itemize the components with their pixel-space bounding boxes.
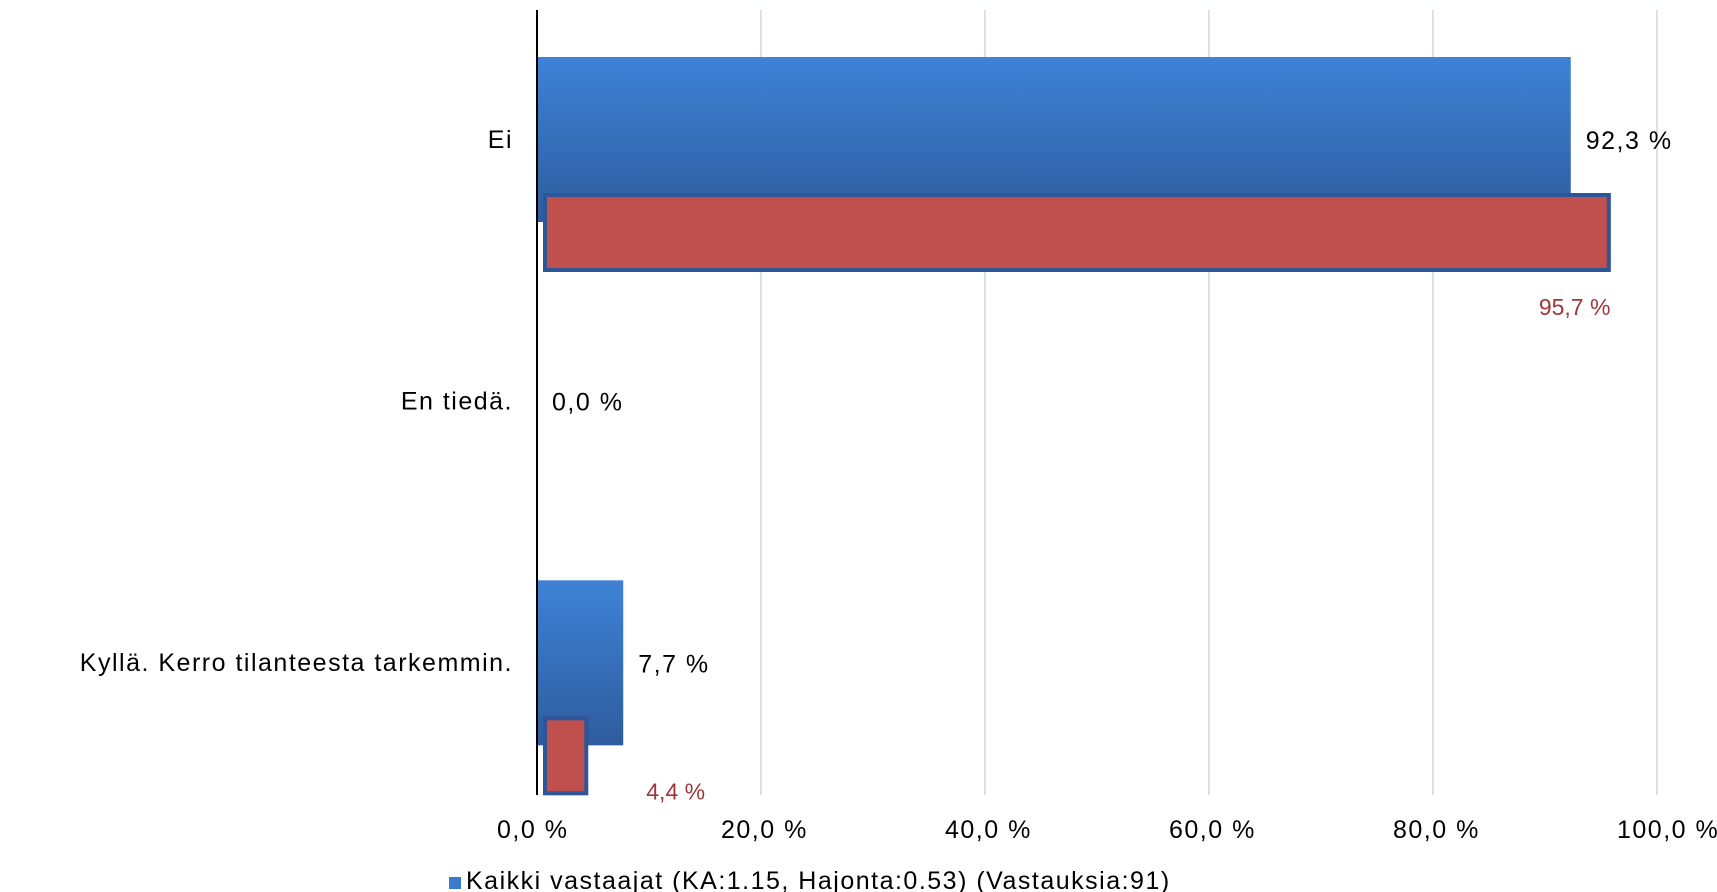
value-label-series-0-1: 0,0 %	[552, 389, 623, 417]
x-tick-labels: 0,0 % 20,0 % 40,0 % 60,0 % 80,0 % 100,0 %	[497, 816, 1717, 844]
x-tick-label-1: 20,0 %	[721, 816, 808, 844]
bars	[538, 57, 1611, 796]
legend: Kaikki vastaajat (KA:1.15, Hajonta:0.53)…	[449, 867, 1171, 892]
x-tick-label-0: 0,0 %	[497, 816, 568, 844]
x-tick-label-2: 40,0 %	[945, 816, 1032, 844]
x-tick-label-4: 80,0 %	[1393, 816, 1480, 844]
category-label-0: Ei	[488, 126, 513, 154]
category-label-2: Kyllä. Kerro tilanteesta tarkemmin.	[80, 649, 513, 677]
value-label-series-1-2: 4,4 %	[646, 778, 705, 804]
legend-label-series-0: Kaikki vastaajat (KA:1.15, Hajonta:0.53)…	[466, 867, 1171, 892]
bar-series-1-2	[543, 716, 589, 796]
category-label-1: En tiedä.	[401, 388, 513, 416]
bar-series-1-0	[543, 193, 1611, 272]
legend-swatch-series-0	[449, 877, 461, 889]
value-label-series-0-0: 92,3 %	[1586, 127, 1673, 155]
value-label-series-0-2: 7,7 %	[638, 650, 709, 678]
x-tick-label-3: 60,0 %	[1169, 816, 1256, 844]
x-tick-label-5: 100,0 %	[1617, 816, 1717, 844]
value-label-series-1-0: 95,7 %	[1539, 294, 1611, 320]
category-labels: Ei En tiedä. Kyllä. Kerro tilanteesta tark…	[80, 126, 513, 677]
value-labels: 92,3 % 95,7 % 0,0 % 7,7 % 4,4 %	[552, 127, 1673, 804]
